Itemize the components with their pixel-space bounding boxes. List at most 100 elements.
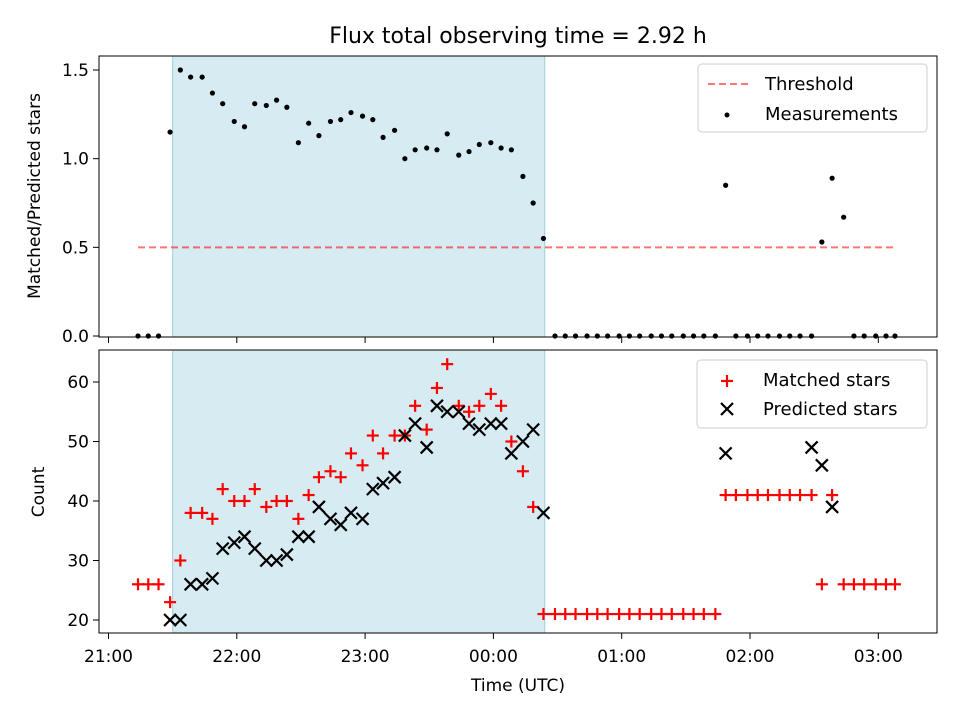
predicted-star-point	[462, 416, 476, 431]
predicted-star-point	[718, 446, 733, 461]
matched-star-point	[665, 608, 678, 621]
measurement-point	[241, 124, 248, 130]
measurement-point	[370, 117, 376, 123]
measurement-point	[456, 152, 462, 158]
matched-star-point	[334, 471, 347, 484]
measurement-point	[177, 67, 183, 73]
predicted-star-point	[312, 500, 326, 514]
matched-star-point	[132, 578, 145, 591]
measurement-point	[540, 235, 547, 242]
bottom-ytick-label: 20	[67, 611, 89, 631]
predicted-star-point	[419, 440, 434, 455]
matched-star-point	[548, 608, 561, 621]
x-axis-label: Time (UTC)	[470, 676, 565, 696]
matched-star-point	[452, 399, 465, 412]
matched-star-point	[174, 554, 187, 567]
measurement-point	[883, 333, 889, 339]
measurement-point	[637, 333, 643, 339]
measurement-point	[466, 148, 472, 155]
predicted-star-point	[291, 529, 306, 544]
matched-star-point	[312, 471, 325, 484]
matched-star-point	[164, 596, 177, 609]
predicted-star-point	[825, 500, 839, 514]
matched-star-point	[388, 429, 401, 442]
bottom-shaded-region	[172, 349, 546, 634]
measurement-point	[402, 156, 408, 162]
matched-star-point	[581, 608, 594, 621]
predicted-star-point	[408, 416, 422, 431]
matched-star-point	[709, 608, 722, 621]
matched-star-point	[601, 608, 614, 621]
xtick-label: 02:00	[726, 647, 775, 667]
measurement-point	[424, 145, 430, 151]
matched-star-point	[184, 506, 197, 519]
bottom-ytick-label: 60	[67, 373, 89, 393]
matched-star-point	[591, 608, 604, 621]
xtick-label: 23:00	[341, 647, 390, 667]
matched-star-point	[377, 447, 390, 460]
measurement-point	[604, 333, 611, 339]
measurement-point	[829, 175, 835, 181]
matched-star-point	[409, 399, 422, 412]
measurement-point	[359, 113, 366, 119]
xtick-label: 01:00	[597, 647, 646, 667]
measurement-point	[776, 333, 783, 339]
top-legend: Threshold Measurements	[697, 63, 928, 133]
predicted-star-point	[344, 506, 358, 520]
bottom-ytick-label: 40	[67, 492, 89, 512]
matched-star-point	[495, 399, 508, 412]
legend-measurements-label: Measurements	[765, 104, 898, 125]
top-ytick-label: 1.0	[62, 150, 89, 170]
measurement-point	[135, 333, 141, 339]
measurement-point	[167, 129, 173, 135]
predicted-star-point	[536, 506, 551, 520]
measurement-point	[444, 131, 450, 137]
measurement-point	[476, 141, 482, 148]
predicted-star-point	[269, 553, 284, 568]
measurement-point	[530, 200, 536, 206]
measurement-point	[851, 333, 857, 339]
matched-star-point	[206, 512, 219, 525]
measurement-point	[755, 333, 761, 339]
predicted-star-point	[398, 428, 412, 443]
legend-matched-swatch	[721, 375, 733, 387]
measurement-point	[744, 333, 751, 339]
bottom-y-axis-label: Count	[29, 466, 49, 517]
measurement-point	[723, 182, 729, 188]
matched-star-point	[270, 495, 283, 507]
measurement-point	[498, 145, 504, 151]
measurement-point	[819, 239, 825, 245]
measurement-point	[338, 117, 344, 123]
bottom-legend-box	[696, 359, 928, 429]
bottom-legend: Matched stars Predicted stars	[696, 359, 928, 429]
matched-star-point	[420, 423, 433, 436]
predicted-star-point	[215, 541, 230, 556]
measurement-point	[616, 333, 622, 339]
measurement-point	[680, 333, 686, 339]
matched-star-point	[280, 495, 293, 507]
measurement-point	[316, 133, 322, 139]
predicted-star-point	[516, 434, 530, 449]
matched-star-point	[729, 489, 742, 502]
measurement-point	[145, 333, 151, 339]
measurement-point	[733, 333, 739, 339]
top-shaded-region	[172, 55, 546, 338]
matched-star-point	[645, 608, 658, 621]
measurement-point	[765, 333, 771, 339]
predicted-star-point	[504, 446, 519, 461]
predicted-star-point	[451, 404, 466, 419]
measurement-point	[412, 147, 418, 153]
matched-star-point	[687, 608, 700, 621]
legend-predicted-label: Predicted stars	[763, 399, 897, 420]
measurement-point	[231, 118, 237, 125]
predicted-star-point	[227, 535, 242, 550]
predicted-star-point	[183, 577, 198, 592]
bottom-y-ticks: 20 30 40 50 60	[67, 373, 99, 631]
legend-matched-label: Matched stars	[763, 370, 890, 391]
predicted-star-point	[280, 547, 294, 562]
measurement-point	[434, 147, 440, 153]
matched-star-point	[196, 506, 209, 519]
measurement-point	[690, 333, 697, 339]
measurement-point	[892, 333, 898, 339]
matched-star-point	[505, 435, 518, 448]
